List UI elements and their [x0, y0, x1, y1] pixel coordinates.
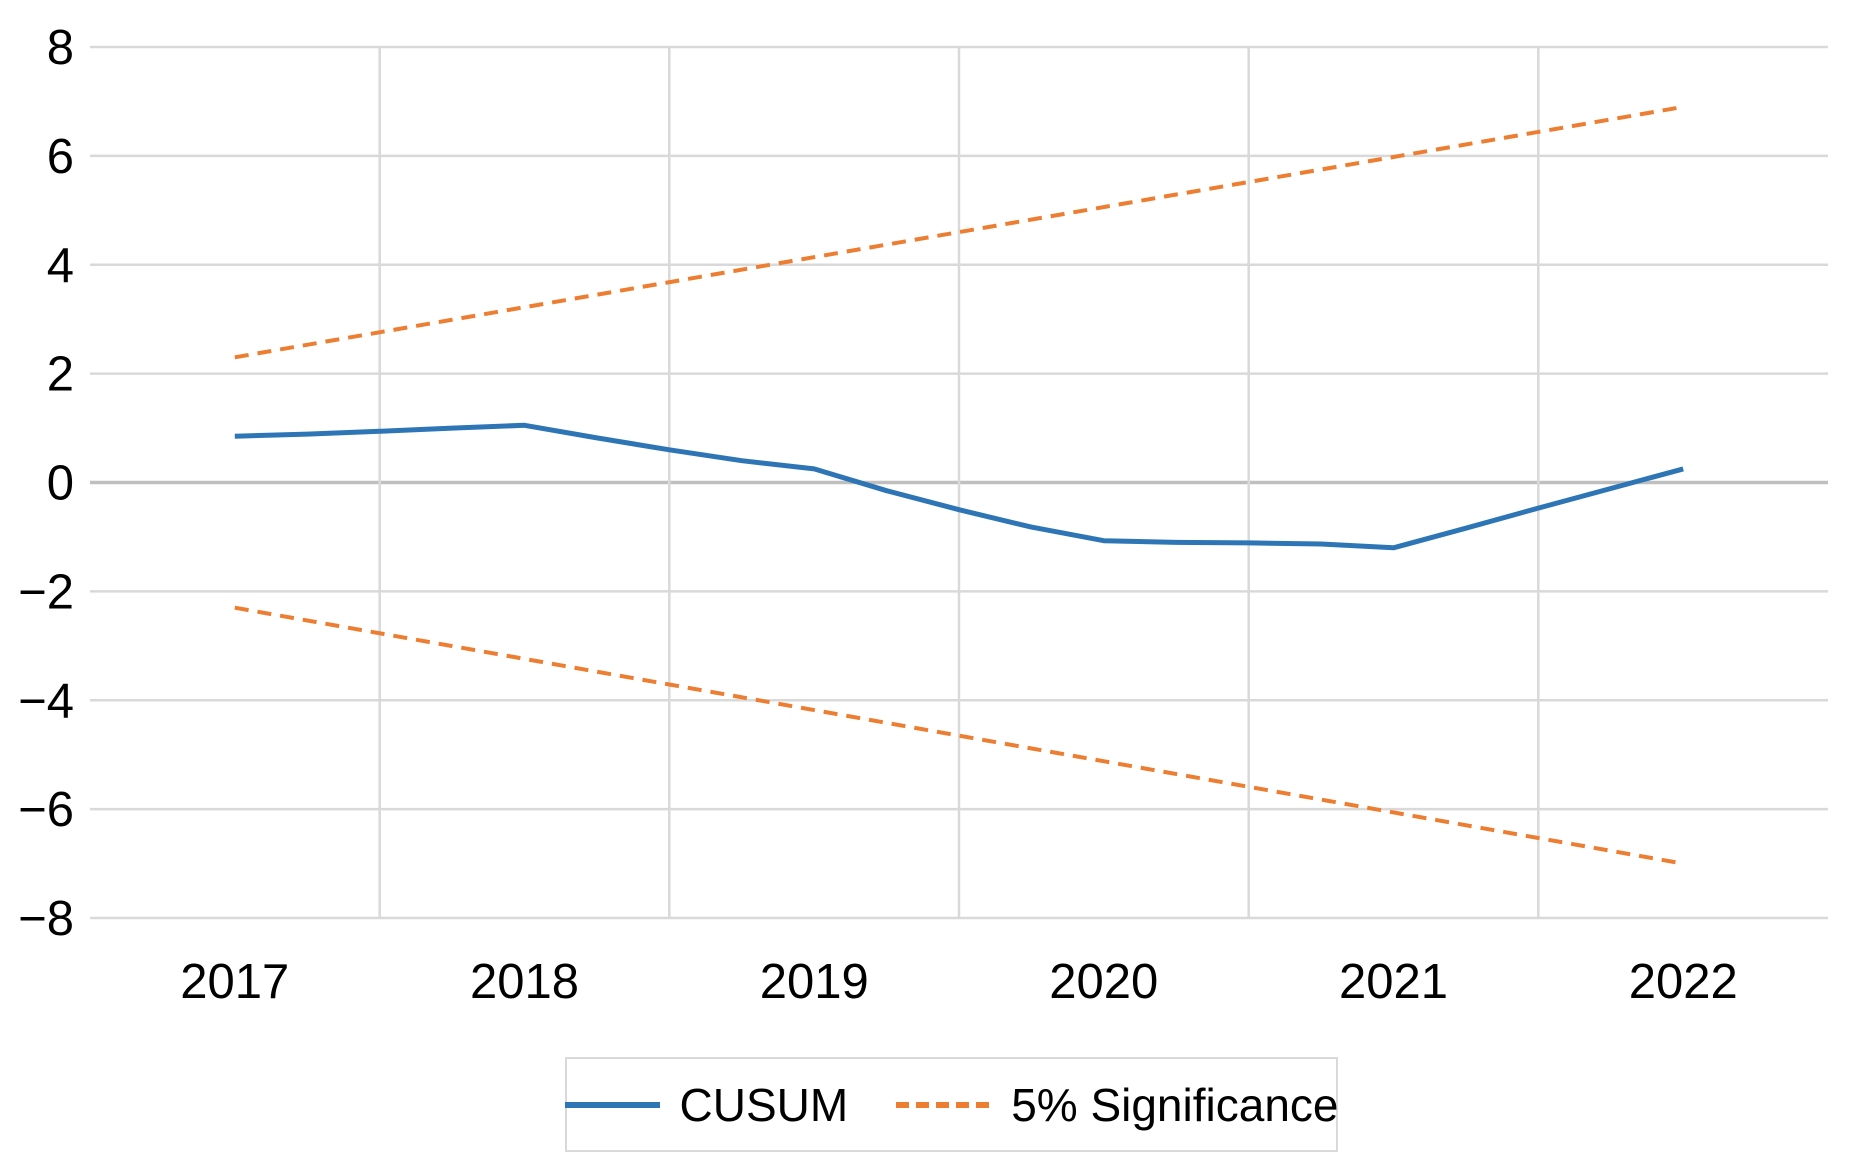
y-axis-tick-label: 0: [47, 457, 74, 511]
legend-label-cusum: CUSUM: [679, 1078, 849, 1131]
legend-label-significance: 5% Significance: [1011, 1078, 1339, 1131]
significance-dashed-line-swatch: [896, 1101, 992, 1108]
y-axis-tick-label: 2: [47, 348, 74, 402]
y-axis-tick-label: −2: [18, 565, 74, 619]
y-axis-tick-label: 8: [47, 21, 74, 75]
y-axis-tick-label: −8: [18, 892, 74, 946]
x-axis-tick-label: 2018: [470, 955, 579, 1009]
y-axis-tick-label: 6: [47, 130, 74, 184]
cusum-line: [234, 422, 1684, 551]
chart-legend: CUSUM 5% Significance: [564, 1057, 1339, 1152]
significance-lower-line: [234, 605, 1684, 866]
x-axis-tick-label: 2021: [1339, 955, 1448, 1009]
legend-item-significance: 5% Significance: [896, 1078, 1339, 1131]
y-axis-tick-label: −4: [18, 674, 74, 728]
cusum-solid-line-swatch: [564, 1101, 660, 1108]
x-axis-tick-label: 2019: [760, 955, 869, 1009]
x-axis-tick-label: 2017: [180, 955, 289, 1009]
x-axis-tick-label: 2022: [1629, 955, 1738, 1009]
y-axis-tick-label: 4: [47, 239, 74, 293]
legend-item-cusum: CUSUM: [564, 1078, 849, 1131]
y-axis-tick-label: −6: [18, 783, 74, 837]
significance-upper-line: [234, 104, 1684, 360]
x-axis-tick-label: 2020: [1049, 955, 1158, 1009]
